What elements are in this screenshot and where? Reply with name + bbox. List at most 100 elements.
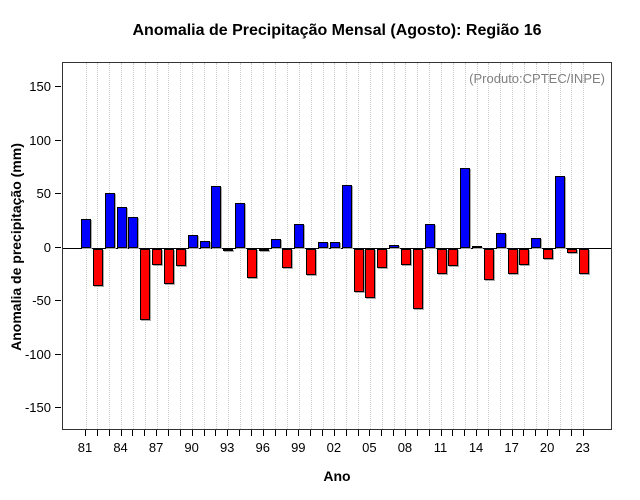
- x-tick: [547, 430, 549, 436]
- x-tick-label: 96: [255, 440, 270, 455]
- x-tick-label: 02: [326, 440, 342, 455]
- x-tick: [393, 430, 395, 436]
- x-tick: [570, 430, 572, 436]
- bar-2002: [329, 242, 340, 248]
- source-annotation: (Produto:CPTEC/INPE): [469, 71, 605, 86]
- bar-1981: [81, 219, 91, 248]
- x-tick: [464, 430, 466, 436]
- x-tick: [215, 430, 217, 436]
- x-tick: [582, 430, 584, 436]
- bar-1990: [187, 235, 198, 248]
- x-tick-label: 20: [539, 440, 555, 455]
- gridline: [263, 63, 265, 429]
- gridline: [310, 63, 312, 429]
- y-tick: [55, 246, 61, 248]
- x-tick: [404, 430, 406, 436]
- bar-1998: [282, 249, 293, 268]
- x-tick: [85, 430, 86, 436]
- bar-2010: [424, 224, 435, 248]
- x-tick: [310, 430, 312, 436]
- bar-2023: [578, 249, 589, 274]
- x-tick: [239, 430, 241, 436]
- bar-1993: [223, 249, 234, 251]
- gridline: [571, 63, 573, 429]
- bar-1984: [116, 207, 127, 248]
- gridline: [547, 63, 549, 429]
- bar-2016: [495, 233, 506, 248]
- x-tick: [262, 430, 264, 436]
- gridline: [369, 63, 371, 429]
- y-tick: [55, 353, 61, 355]
- gridline: [97, 63, 99, 429]
- bar-1989: [175, 249, 186, 266]
- bar-1992: [211, 186, 222, 248]
- bar-1987: [152, 249, 163, 265]
- x-tick: [357, 430, 359, 436]
- bar-2006: [377, 249, 388, 268]
- x-tick: [428, 430, 430, 436]
- y-tick-label: -50: [32, 293, 51, 308]
- gridline: [144, 63, 146, 429]
- gridline: [441, 63, 442, 429]
- y-tick-label: 50: [36, 186, 51, 201]
- bar-2012: [448, 249, 459, 266]
- gridline: [156, 63, 158, 429]
- bar-2020: [543, 249, 554, 259]
- x-tick: [487, 430, 489, 436]
- y-tick-label: 150: [29, 79, 51, 94]
- x-tick: [250, 430, 252, 436]
- bar-1988: [163, 249, 174, 284]
- x-tick: [144, 430, 146, 436]
- x-tick: [535, 430, 537, 436]
- bar-1983: [104, 193, 115, 248]
- bar-2013: [460, 168, 471, 248]
- x-tick: [476, 430, 478, 436]
- bar-2009: [412, 249, 423, 309]
- bar-1997: [270, 239, 281, 248]
- bar-2001: [318, 242, 328, 248]
- bar-2004: [353, 249, 364, 292]
- bar-1995: [246, 249, 257, 278]
- x-tick: [369, 430, 371, 436]
- x-tick-label: 81: [77, 440, 93, 455]
- gridline: [512, 63, 514, 429]
- bar-2017: [507, 249, 518, 274]
- x-tick-label: 99: [291, 440, 306, 455]
- plot-area: (Produto:CPTEC/INPE): [62, 62, 612, 430]
- chart-title: Anomalia de Precipitação Mensal (Agosto)…: [132, 22, 542, 39]
- x-tick: [333, 430, 335, 436]
- bar-1982: [92, 249, 103, 286]
- gridline: [488, 63, 490, 429]
- x-tick-label: 87: [148, 440, 164, 455]
- bar-2019: [531, 238, 542, 248]
- bar-1994: [235, 203, 246, 248]
- x-tick-label: 08: [397, 440, 413, 455]
- x-tick-label: 11: [433, 440, 448, 455]
- gridline: [417, 63, 419, 429]
- bar-2000: [306, 249, 317, 275]
- x-tick-label: 17: [504, 440, 519, 455]
- bar-2005: [365, 249, 376, 298]
- bar-1991: [199, 241, 210, 248]
- bar-2022: [566, 249, 577, 253]
- gridline: [358, 63, 360, 429]
- y-tick: [55, 86, 61, 87]
- x-tick: [132, 430, 134, 436]
- x-tick: [416, 430, 418, 436]
- x-tick: [559, 430, 560, 436]
- x-tick-label: 84: [113, 440, 128, 455]
- x-tick-label: 90: [184, 440, 199, 455]
- gridline: [381, 63, 383, 429]
- bar-2021: [555, 176, 565, 248]
- y-tick-label: 0: [43, 239, 51, 255]
- x-tick: [227, 430, 229, 436]
- x-tick: [499, 430, 501, 436]
- x-tick-label: 14: [468, 440, 484, 455]
- x-tick: [298, 430, 300, 436]
- x-tick: [108, 430, 110, 436]
- x-tick: [167, 430, 169, 436]
- y-tick: [55, 300, 61, 301]
- y-tick-label: -100: [24, 346, 51, 362]
- bar-2007: [389, 245, 400, 248]
- bar-1999: [294, 224, 305, 248]
